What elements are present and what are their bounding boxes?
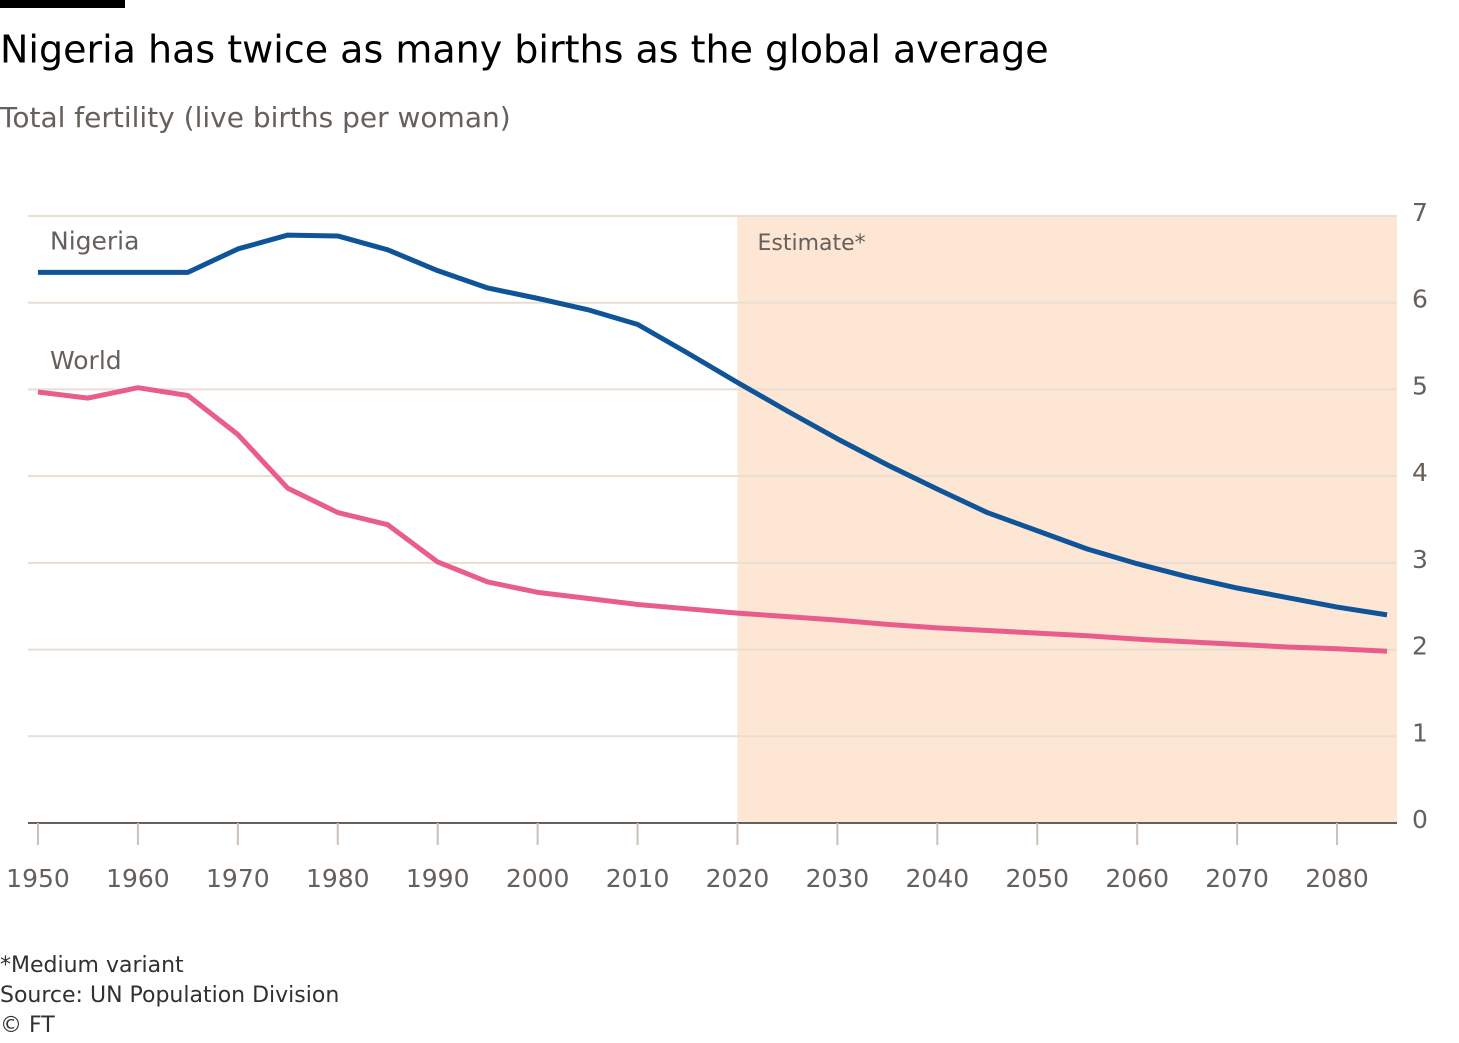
x-tick-label: 1970	[206, 864, 270, 893]
footnote: *Medium variant	[0, 953, 184, 978]
estimate-shade	[737, 216, 1397, 823]
series-line	[37, 232, 1388, 618]
y-tick-label: 2	[1412, 632, 1428, 661]
x-tick-label: 1950	[6, 864, 70, 893]
x-tick-label: 2020	[706, 864, 770, 893]
x-tick-label: 2070	[1205, 864, 1269, 893]
footnote: Source: UN Population Division	[0, 983, 339, 1008]
x-tick-label: 1990	[406, 864, 470, 893]
series-label: Nigeria	[50, 226, 139, 255]
x-tick-label: 2080	[1305, 864, 1369, 893]
y-tick-label: 0	[1412, 805, 1428, 834]
series-line	[37, 385, 1388, 654]
y-tick-label: 1	[1412, 718, 1428, 747]
y-tick-label: 3	[1412, 545, 1428, 574]
y-tick-label: 5	[1412, 371, 1428, 400]
x-tick-label: 1980	[306, 864, 370, 893]
x-tick-label: 2030	[806, 864, 870, 893]
series-label: World	[50, 346, 122, 375]
x-tick-label: 2000	[506, 864, 570, 893]
x-tick-label: 2040	[906, 864, 970, 893]
y-tick-label: 6	[1412, 285, 1428, 314]
y-tick-label: 7	[1412, 198, 1428, 227]
brand-bar	[0, 0, 125, 8]
x-tick-label: 1960	[106, 864, 170, 893]
x-tick-label: 2060	[1105, 864, 1169, 893]
y-tick-label: 4	[1412, 458, 1428, 487]
footnote: © FT	[0, 1013, 55, 1038]
chart-subtitle: Total fertility (live births per woman)	[0, 101, 511, 134]
chart-title: Nigeria has twice as many births as the …	[0, 28, 1049, 72]
x-tick-label: 2050	[1005, 864, 1069, 893]
x-tick-label: 2010	[606, 864, 670, 893]
estimate-label: Estimate*	[757, 231, 865, 256]
